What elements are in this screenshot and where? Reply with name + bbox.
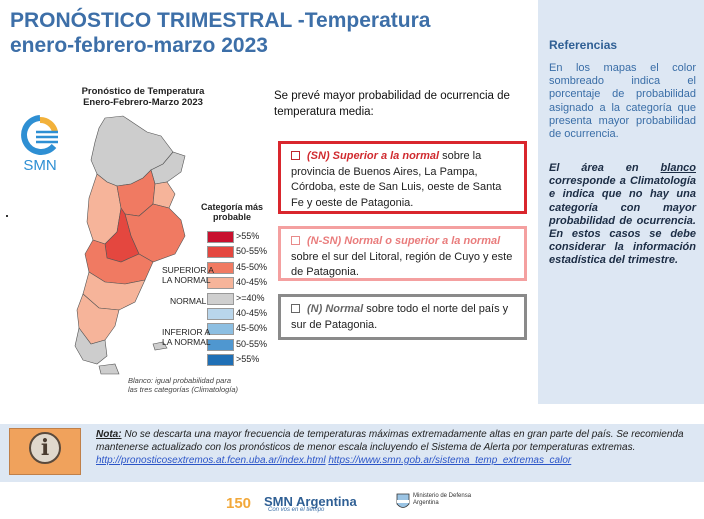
forecast-item-normal: (N) Normal sobre todo el norte del país … <box>278 294 527 340</box>
legend-swatch <box>207 277 234 290</box>
legend-category-superior: SUPERIOR A LA NORMAL <box>162 265 214 285</box>
info-icon-glyph: i <box>40 435 50 461</box>
legend-swatch <box>207 354 234 367</box>
legend-label: 45-50% <box>236 261 268 272</box>
smn-logo-text: SMN <box>23 157 56 174</box>
forecast-item-text: sobre la provincia de Buenos Aires, La P… <box>291 150 502 209</box>
link-pronosticos-extremos[interactable]: http://pronosticosextremos.at.fcen.uba.a… <box>96 455 326 466</box>
footer-brand-sub: Con vos en el tiempo <box>268 507 325 513</box>
legend-label: >55% <box>236 354 260 365</box>
checkbox-icon <box>291 151 300 160</box>
smn-argentina-logo: 150 SMN Argentina <box>226 492 376 514</box>
info-icon <box>29 432 61 464</box>
legend-swatch <box>207 308 234 320</box>
map-note: Blanco: igual probabilidad para las tres… <box>128 376 278 394</box>
forecast-map <box>74 115 186 375</box>
note-label: Nota: <box>96 429 122 440</box>
map-note-line-2: las tres categorías (Climatología) <box>128 385 239 394</box>
forecast-item-text: sobre el sur del Litoral, región de Cuyo… <box>291 250 513 279</box>
references-text-2-underline: blanco <box>660 162 696 174</box>
legend-category-superior-line-2: LA NORMAL <box>162 275 211 285</box>
ministry-text: Ministerio de Defensa Argentina <box>413 493 471 507</box>
legend-category-normal: NORMAL <box>170 296 207 306</box>
checkbox-icon <box>291 236 300 245</box>
references-panel <box>538 0 704 404</box>
forecast-item-key: (SN) Superior a la normal <box>307 150 440 162</box>
forecast-item-normal-superior: (N-SN) Normal o superior a la normal sob… <box>278 226 527 281</box>
footer-brand-number: 150 <box>226 495 251 512</box>
legend-title-line-2: probable <box>212 212 251 222</box>
note-panel <box>0 424 704 482</box>
page-title: PRONÓSTICO TRIMESTRAL -Temperatura enero… <box>10 8 530 58</box>
map-note-line-1: Blanco: igual probabilidad para <box>128 376 231 385</box>
legend-label: 40-45% <box>236 277 268 288</box>
footer-brand-name: SMN Argentina <box>264 494 357 509</box>
legend-title: Categoría más probable <box>197 202 267 222</box>
references-text-2: El área en blanco corresponde a Climatol… <box>549 162 696 268</box>
ministry-text-line-2: Argentina <box>413 500 439 506</box>
smn-logo-icon: SMN <box>14 112 66 174</box>
checkbox-icon <box>291 304 300 313</box>
legend-label: 45-50% <box>236 323 268 334</box>
legend-category-superior-line-1: SUPERIOR A <box>162 265 214 275</box>
link-sistema-temp-extremas[interactable]: https://www.smn.gob.ar/sistema_temp_extr… <box>328 455 572 466</box>
stray-dot <box>6 215 8 217</box>
legend-category-inferior: INFERIOR A LA NORMAL <box>162 327 211 347</box>
legend-category-inferior-line-1: INFERIOR A <box>162 327 211 337</box>
legend-title-line-1: Categoría más <box>200 202 264 212</box>
legend-label: >=40% <box>236 292 265 303</box>
references-text-1: En los mapas el color sombreado indica e… <box>549 62 696 141</box>
legend-swatch <box>207 338 234 351</box>
forecast-intro: Se prevé mayor probabilidad de ocurrenci… <box>274 90 510 118</box>
ministry-shield-icon <box>396 492 410 512</box>
forecast-item-key: (N-SN) Normal o superior a la normal <box>307 235 501 247</box>
title-line-1: PRONÓSTICO TRIMESTRAL -Temperatura <box>10 9 431 32</box>
legend-swatch <box>207 323 234 336</box>
map-title-line-2: Enero-Febrero-Marzo 2023 <box>83 97 203 108</box>
ministry-text-line-1: Ministerio de Defensa <box>413 493 472 499</box>
references-title: Referencias <box>549 38 618 52</box>
legend-swatch <box>207 231 234 243</box>
title-line-2: enero-febrero-marzo 2023 <box>10 34 268 57</box>
references-text-2-pre: El área en <box>549 162 661 174</box>
forecast-item-superior: (SN) Superior a la normal sobre la provi… <box>278 141 527 214</box>
legend-swatch <box>207 292 234 305</box>
legend-label: 40-45% <box>236 308 268 318</box>
references-text-2-post: corresponde a Climatología e indica que … <box>549 175 696 267</box>
legend-label: 50-55% <box>236 246 268 257</box>
forecast-item-key: (N) Normal <box>307 303 364 315</box>
legend-label: >55% <box>236 231 260 241</box>
legend-swatch <box>207 246 234 259</box>
legend-category-inferior-line-2: LA NORMAL <box>162 337 211 347</box>
map-title: Pronóstico de Temperatura Enero-Febrero-… <box>58 86 228 108</box>
note-text: Nota: No se descarta una mayor frecuenci… <box>96 428 696 467</box>
legend-swatch <box>207 261 234 274</box>
map-title-line-1: Pronóstico de Temperatura <box>81 86 205 97</box>
note-body: No se descarta una mayor frecuencia de t… <box>96 429 684 453</box>
legend-label: 50-55% <box>236 338 268 349</box>
forecast-item-text: sobre todo el norte del país y sur de Pa… <box>291 303 509 331</box>
